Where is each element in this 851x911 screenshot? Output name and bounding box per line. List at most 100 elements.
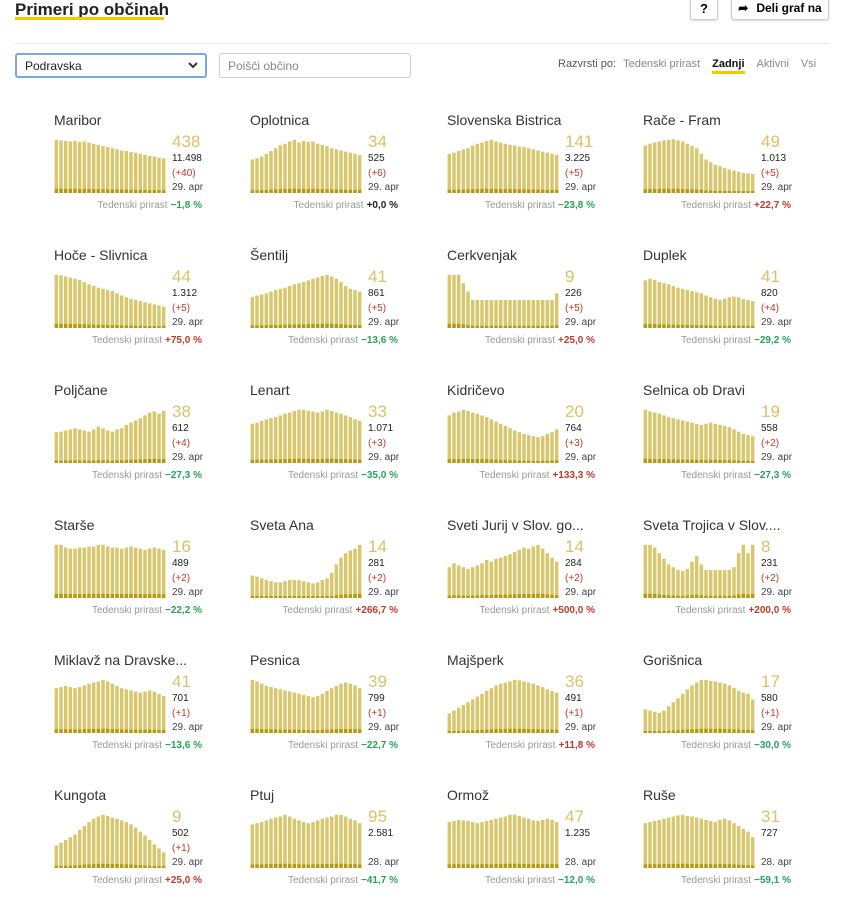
chart-bar-new xyxy=(273,324,278,328)
municipality-card[interactable]: Sveta Ana 14 281 (+2) 29. apr Tedenski priras… xyxy=(250,517,410,637)
chart-bar-new xyxy=(713,190,718,193)
chart-bar xyxy=(101,145,105,193)
chart-bar xyxy=(91,546,96,598)
chart-bar xyxy=(704,679,708,733)
municipality-name: Oplotnica xyxy=(250,112,310,128)
chart-bar xyxy=(306,142,311,193)
chart-bar xyxy=(657,413,662,463)
chart-bar-new xyxy=(685,189,690,193)
municipality-card[interactable]: Cerkvenjak 9 226 (+5) 29. apr Tedenski priras… xyxy=(447,247,607,367)
chart-bar-new xyxy=(736,460,741,463)
municipality-card[interactable]: Pesnica 39 799 (+1) 29. apr Tedenski prirast −… xyxy=(250,652,410,772)
municipality-card[interactable]: Kungota 9 502 (+1) 29. apr Tedenski prirast +2… xyxy=(54,787,214,907)
chart-bar-new xyxy=(334,189,339,193)
municipality-card[interactable]: Rače - Fram 49 1.013 (+5) 29. apr Tedenski pr… xyxy=(643,112,803,232)
municipality-card[interactable]: Starše 16 489 (+2) 29. apr Tedenski prirast −2… xyxy=(54,517,214,637)
municipality-card[interactable]: Hoče - Slivnica 44 1.312 (+5) 29. apr Tedensk… xyxy=(54,247,214,367)
chart-bar-new xyxy=(138,594,143,598)
chart-bar xyxy=(690,422,694,463)
search-input[interactable] xyxy=(219,53,411,78)
total-cases: 701 xyxy=(172,693,189,704)
chart-bar-new xyxy=(110,325,115,328)
municipality-card[interactable]: Miklavž na Dravske... 41 701 (+1) 29. apr Ted… xyxy=(54,652,214,772)
chart-bar-new xyxy=(143,729,147,733)
municipality-card[interactable]: Šentilj 41 861 (+5) 29. apr Tedenski prirast −… xyxy=(250,247,410,367)
chart-bar-new xyxy=(87,864,91,868)
chart-bar-new xyxy=(466,325,470,328)
sort-option-active[interactable]: Aktivni xyxy=(756,58,789,70)
chart-bar xyxy=(68,687,73,733)
chart-bar-new xyxy=(357,864,362,868)
municipality-card[interactable]: Ptuj 95 2.581 28. apr Tedenski prirast −41,7 … xyxy=(250,787,410,907)
chart-bar xyxy=(311,822,315,868)
municipality-name: Sveta Ana xyxy=(250,517,314,533)
chart-bar xyxy=(545,433,550,463)
chart-bar-new xyxy=(526,460,531,463)
chart-bar-new xyxy=(657,594,662,598)
chart-bar xyxy=(526,300,531,328)
municipality-card[interactable]: Kidričevo 20 764 (+3) 29. apr Tedenski priras… xyxy=(447,382,607,502)
municipality-card[interactable]: Majšperk 36 491 (+1) 29. apr Tedenski prirast… xyxy=(447,652,607,772)
chart-bar-new xyxy=(315,596,320,598)
daily-delta: (+1) xyxy=(565,708,584,719)
chart-bar-new xyxy=(470,458,475,463)
weekly-growth-label: Tedenski prirast xyxy=(91,740,163,751)
chart-bar-new xyxy=(470,189,475,193)
sort-controls: Razvrsti po: Tedenski prirast Zadnji Akt… xyxy=(558,58,828,74)
chart-bar-new xyxy=(329,189,334,193)
weekly-growth-label: Tedenski prirast xyxy=(91,875,163,886)
chart-bar-new xyxy=(648,189,652,193)
municipality-card[interactable]: Oplotnica 34 525 (+6) 29. apr Tedenski priras… xyxy=(250,112,410,232)
chart-bar-new xyxy=(718,595,722,598)
municipality-card[interactable]: Gorišnica 17 580 (+1) 29. apr Tedenski priras… xyxy=(643,652,803,772)
municipality-card[interactable]: Lenart 33 1.071 (+3) 29. apr Tedenski prirast… xyxy=(250,382,410,502)
chart-bar-new xyxy=(545,325,550,328)
chart-bar xyxy=(718,166,722,193)
chart-bar-new xyxy=(699,864,704,868)
chart-bar-new xyxy=(461,324,466,328)
chart-bar xyxy=(475,143,480,193)
municipality-card[interactable]: Ormož 47 1.235 28. apr Tedenski prirast −12,0… xyxy=(447,787,607,907)
chart-bar-new xyxy=(648,324,652,328)
chart-bar xyxy=(91,286,96,328)
municipality-card[interactable]: Poljčane 38 612 (+4) 29. apr Tedenski prirast… xyxy=(54,382,214,502)
chart-bar xyxy=(306,280,311,328)
chart-bar xyxy=(466,410,470,463)
chart-bar xyxy=(671,418,676,463)
chart-bar-new xyxy=(508,325,512,328)
chart-bar-new xyxy=(68,188,73,193)
chart-bar xyxy=(147,303,152,328)
chart-bar-new xyxy=(554,864,559,868)
chart-bar xyxy=(536,820,540,868)
municipality-card[interactable]: Sveti Jurij v Slov. go... 14 284 (+2) 29. ap… xyxy=(447,517,607,637)
chart-bar xyxy=(147,548,152,598)
chart-bar-new xyxy=(138,325,143,328)
chart-bar-new xyxy=(526,728,531,733)
municipality-card[interactable]: Duplek 41 820 (+4) 29. apr Tedenski prirast −2… xyxy=(643,247,803,367)
chart-bar-new xyxy=(713,459,718,463)
chart-bar xyxy=(96,144,101,193)
sort-option-all[interactable]: Vsi xyxy=(800,58,817,70)
sort-option-latest[interactable]: Zadnji xyxy=(712,58,745,74)
help-button[interactable]: ? xyxy=(690,0,718,20)
municipality-card[interactable]: Slovenska Bistrica 141 3.225 (+5) 29. apr Ted… xyxy=(447,112,607,232)
chart-bar-new xyxy=(475,459,480,463)
share-button[interactable]: ➦ Deli graf na xyxy=(731,0,829,20)
sort-option-weekly[interactable]: Tedenski prirast xyxy=(623,58,701,70)
chart-bar xyxy=(287,816,292,868)
chart-bar-new xyxy=(732,191,736,193)
chart-bar-new xyxy=(124,729,129,733)
municipality-card[interactable]: Maribor 438 11.498 (+40) 29. apr Tedenski pri… xyxy=(54,112,214,232)
chart-bar-new xyxy=(480,864,484,868)
municipality-card[interactable]: Sveta Trojica v Slov.... 8 231 (+2) 29. apr T… xyxy=(643,517,803,637)
municipality-card[interactable]: Ruše 31 727 28. apr Tedenski prirast −59,1 % xyxy=(643,787,803,907)
chart-bar-new xyxy=(708,595,713,598)
chart-bar-new xyxy=(315,189,320,193)
region-select[interactable]: Podravska xyxy=(15,53,207,78)
chart-bar xyxy=(59,275,63,328)
municipality-card[interactable]: Selnica ob Dravi 19 558 (+2) 29. apr Tedenski… xyxy=(643,382,803,502)
chart-bar-new xyxy=(250,728,255,733)
chart-bar xyxy=(348,818,353,868)
chart-bar-new xyxy=(708,459,713,463)
chart-bar-new xyxy=(466,189,470,193)
